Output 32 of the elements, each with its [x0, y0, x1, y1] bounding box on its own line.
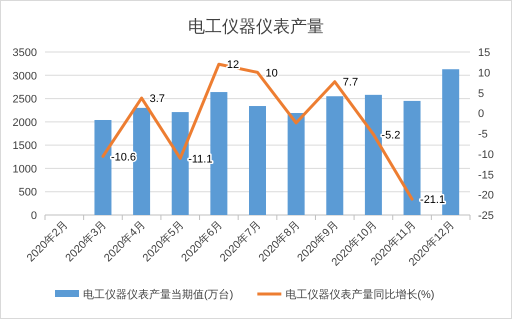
- y2-tick-label: 10: [478, 67, 490, 80]
- y2-tick-label: 5: [478, 88, 484, 100]
- y2-tick-label: -10: [478, 148, 494, 161]
- y2-tick-label: 15: [478, 47, 490, 59]
- bar: [94, 120, 112, 215]
- data-label: -5.2: [381, 129, 400, 142]
- y-tick-label: 2500: [12, 94, 37, 106]
- legend-label: 电工仪器仪表产量同比增长(%): [285, 288, 434, 301]
- bar: [172, 112, 189, 215]
- y2-tick-label: 0: [478, 108, 484, 120]
- y2-tick-label: -20: [478, 190, 494, 202]
- data-label: 7.7: [342, 76, 358, 89]
- bar: [210, 92, 228, 215]
- y2-tick-label: -25: [478, 210, 494, 222]
- bar: [364, 94, 382, 215]
- y2-tick-label: -5: [478, 128, 488, 140]
- bar: [404, 100, 421, 215]
- bar: [249, 106, 266, 215]
- y-tick-label: 500: [18, 186, 37, 199]
- bar: [288, 113, 305, 215]
- legend-label: 电工仪器仪表产量当期值(万台): [83, 288, 234, 301]
- y-tick-label: 3000: [12, 70, 37, 82]
- y-tick-label: 0: [30, 210, 37, 222]
- bar: [326, 96, 344, 215]
- y-tick-label: 2000: [12, 116, 37, 129]
- data-label: 10: [266, 67, 278, 80]
- data-label: 3.7: [150, 93, 165, 106]
- chart-title: 电工仪器仪表产量: [188, 17, 324, 36]
- y-tick-label: 3500: [12, 47, 37, 59]
- y-tick-label: 1500: [12, 140, 37, 152]
- y-tick-label: 1000: [12, 163, 37, 176]
- y2-tick-label: -15: [478, 169, 494, 182]
